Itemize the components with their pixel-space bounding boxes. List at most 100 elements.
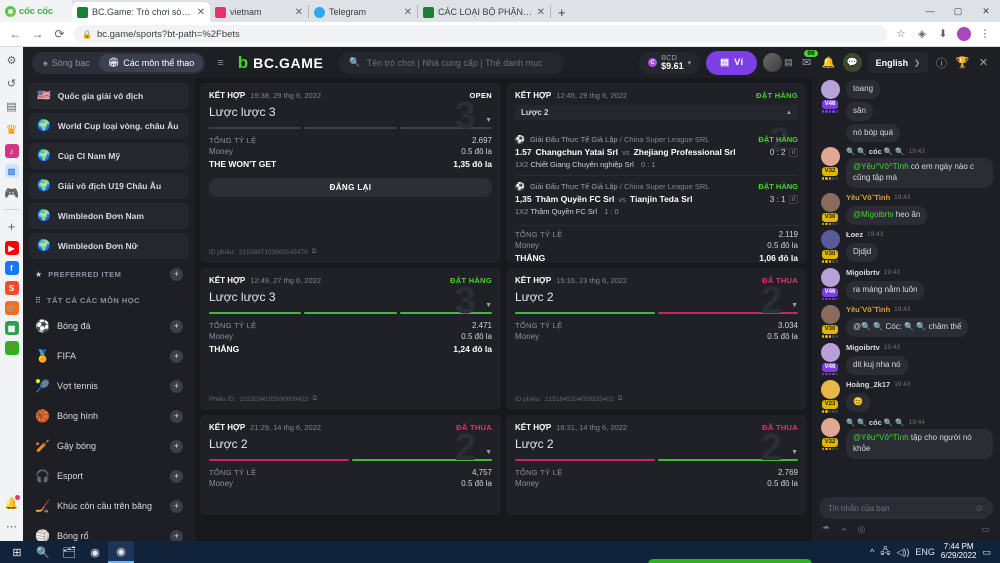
tab-close-icon[interactable]: ✕ [196,6,205,18]
chevron-down-icon[interactable]: ▼ [485,117,492,124]
tray-chevron-icon[interactable]: ^ [870,547,875,557]
sidebar-item-sport-4[interactable]: 🏏 Gậy bóng + [29,431,189,461]
browser-tab-3[interactable]: CÁC LOẠI BỘ PHẬN THỂ TH ✕ [418,2,550,22]
bet-title-row[interactable]: Lược 2 2 ▼ [515,429,798,467]
add-preferred-button[interactable]: + [170,267,183,281]
cart-icon[interactable]: 🛒 [4,301,19,315]
bet-leg[interactable]: ⚽ Giải Đấu Thực Tế Giả Lập / China Super… [515,129,798,175]
chrome-icon[interactable]: ◉ [90,546,100,559]
browser-tab-0[interactable]: BC.Game: Trò chơi sòng bạc ✕ [72,2,210,22]
browser-menu-icon[interactable]: ⋮ [979,28,991,40]
start-icon[interactable]: ⊞ [12,546,22,559]
sidebar-item-league-5[interactable]: 🌍 Wimbledon Đơn Nữ [29,233,189,259]
language-indicator[interactable]: ENG [915,547,935,557]
download-icon[interactable]: ⬇ [938,28,948,40]
chat-username[interactable]: Yêu˜Vô˜Tình [846,192,891,202]
facebook-icon[interactable]: f [4,261,19,275]
stats-icon[interactable]: ıl [788,147,798,157]
sidebar-item-league-0[interactable]: 🇺🇸 Quốc gia giải vô địch [29,83,189,109]
bet-title-row[interactable]: Lược 2 2 ▼ [515,282,798,320]
segment-sports[interactable]: 🏟 Các môn thể thao [98,53,204,72]
chat-messages[interactable]: V46 toang sân nó bóp quá V32 [812,78,1000,492]
bell-icon[interactable]: 🔔 [3,495,20,512]
search-input[interactable]: 🔍 Tên trò chơi | Nhà cung cấp | Thẻ danh… [339,51,565,74]
chat-mention[interactable]: @Yêu^Vô^Tình [853,432,909,442]
shopee-icon[interactable]: S [4,281,19,295]
bell-icon[interactable]: 🔔 [821,57,836,69]
chat-mention[interactable]: @Yêu^Vô^Tình [853,162,909,172]
bet-card[interactable]: KẾT HỢP 21:29, 14 thg 6, 2022 ĐÃ THUA Lư… [200,415,501,515]
chevron-down-icon[interactable]: ▼ [485,302,492,309]
sidebar-item-sport-2[interactable]: 🎾 Vợt tennis + [29,371,189,401]
profile-avatar[interactable] [957,27,971,41]
hamburger-icon[interactable]: ≡ [217,56,224,69]
segment-casino[interactable]: ♠ Sòng bạc [34,54,99,72]
sidebar-item-league-4[interactable]: 🌍 Wimbledon Đơn Nam [29,203,189,229]
balance-display[interactable]: C BCD $9.61 ▾ [639,51,701,74]
chat-username[interactable]: Yêu˜Vô˜Tình [846,305,891,315]
chat-username[interactable]: Migoibrtv [846,342,880,352]
bet-card[interactable]: KẾT HỢP 15:16, 23 thg 6, 2022 ĐÃ THUA Lư… [506,268,807,410]
more-icon[interactable]: ⋯ [6,521,17,533]
window-minimize-button[interactable]: — [925,6,935,16]
user-menu-icon[interactable]: ▤ [784,57,793,67]
close-icon[interactable]: ✕ [978,57,989,69]
add-sport-button[interactable]: + [170,349,183,363]
avatar[interactable] [820,192,840,212]
search-icon[interactable]: 🔍 [36,546,50,559]
trophy-icon[interactable]: 🏆 [955,57,970,69]
sidebar-item-sport-3[interactable]: 🏀 Bóng hình + [29,401,189,431]
chevron-down-icon[interactable]: ▼ [485,449,492,456]
sidebar-item-sport-6[interactable]: 🏒 Khúc côn cầu trên băng + [29,491,189,521]
sidebar-item-league-3[interactable]: 🌍 Giải vô địch U19 Châu Âu [29,173,189,199]
garden-icon[interactable]: 🌿 [4,341,19,355]
copy-icon[interactable]: ⧉ [311,248,317,255]
youtube-icon[interactable]: ▶ [4,241,19,255]
sidebar-item-sport-5[interactable]: 🎧 Esport + [29,461,189,491]
info-icon[interactable]: ⓘ [936,57,947,70]
chat-toggle-icon[interactable]: 💬 [842,53,862,72]
avatar[interactable] [820,417,840,437]
tab-close-icon[interactable]: ✕ [536,6,545,18]
store-icon[interactable]: ▦ [4,321,19,335]
avatar[interactable] [763,53,783,72]
avatar[interactable] [820,230,840,250]
chat-username[interactable]: 🔍 🔍 cóc 🔍 🔍 [846,147,905,157]
window-maximize-button[interactable]: ▢ [953,5,963,16]
bet-leg[interactable]: ⚽ Giải Đấu Thực Tế Giả Lập / China Super… [515,175,798,222]
reading-list-icon[interactable]: ▤ [6,101,17,113]
chevron-down-icon[interactable]: ▼ [791,302,798,309]
sidebar-item-league-1[interactable]: 🌍 World Cup loại vòng. châu Âu [29,113,189,139]
gif-icon[interactable]: ▭ [981,524,990,534]
bet-title-row[interactable]: Lược 2 ▲ [515,105,798,120]
extensions-icon[interactable]: ◈ [917,28,927,40]
avatar[interactable] [820,380,840,400]
tip-icon[interactable]: ⌁ [841,524,847,534]
forward-icon[interactable]: → [31,27,44,41]
music-icon[interactable]: ♪ [4,144,19,158]
add-sport-button[interactable]: + [170,499,183,513]
bet-card[interactable]: KẾT HỢP 19:38, 29 thg 6, 2022 OPEN Lược … [200,83,501,263]
new-tab-button[interactable]: + [558,4,566,20]
mail-icon[interactable]: ✉ 99 [799,50,818,69]
history-icon[interactable]: ↺ [6,78,17,90]
brand-logo[interactable]: b BC.GAME [238,54,324,71]
add-sport-button[interactable]: + [170,439,183,453]
network-icon[interactable]: 🖧 [880,546,891,556]
bet-card[interactable]: KẾT HỢP 12:45, 29 thg 6, 2022 ĐẶT HÀNG L… [506,83,807,263]
chevron-down-icon[interactable]: ▾ [687,59,692,67]
language-selector[interactable]: English ❯ [867,52,928,73]
avatar[interactable] [820,342,840,362]
leaderboard-bar[interactable]: ▤ Lãnh đạo ▲ NHANH CƯỢC [648,559,812,563]
back-icon[interactable]: ← [9,27,22,41]
bet-card[interactable]: KẾT HỢP 18:31, 14 thg 6, 2022 ĐÃ THUA Lư… [506,415,807,515]
copy-icon[interactable]: ⧉ [312,395,318,402]
sidebar-item-sport-7[interactable]: 🏐 Bóng rổ + [29,521,189,541]
chevron-up-icon[interactable]: ▲ [786,109,792,116]
reload-icon[interactable]: ⟳ [54,27,65,41]
avatar[interactable] [820,147,840,167]
avatar[interactable] [820,267,840,287]
user-avatar-group[interactable]: ▤ [763,53,793,72]
volume-icon[interactable]: ◁)) [896,546,910,557]
chat-username[interactable]: Hoàng_2k17 [846,380,891,390]
